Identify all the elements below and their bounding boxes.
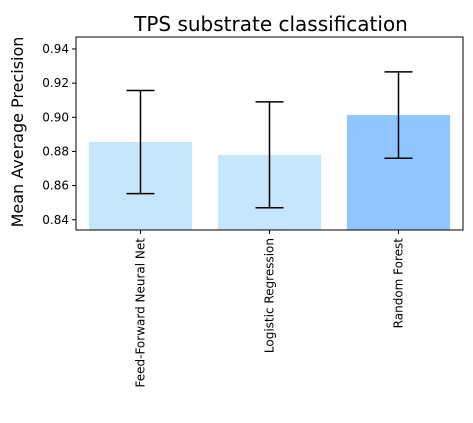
chart-title: TPS substrate classification (133, 12, 408, 36)
y-tick-label: 0.86 (42, 179, 69, 193)
y-tick-label: 0.92 (42, 76, 69, 90)
y-tick-label: 0.94 (42, 42, 69, 56)
y-tick-label: 0.88 (42, 144, 69, 158)
x-tick-label: Random Forest (392, 238, 406, 329)
x-tick-label: Feed-Forward Neural Net (134, 238, 148, 388)
plot-area: Feed-Forward Neural Net Logistic Regressi… (42, 36, 464, 388)
y-tick-label: 0.90 (42, 110, 69, 124)
y-axis-label: Mean Average Precision (8, 37, 27, 228)
x-tick-label: Logistic Regression (263, 238, 277, 353)
plot-frame (75, 36, 464, 231)
y-tick-label: 0.84 (42, 213, 69, 227)
